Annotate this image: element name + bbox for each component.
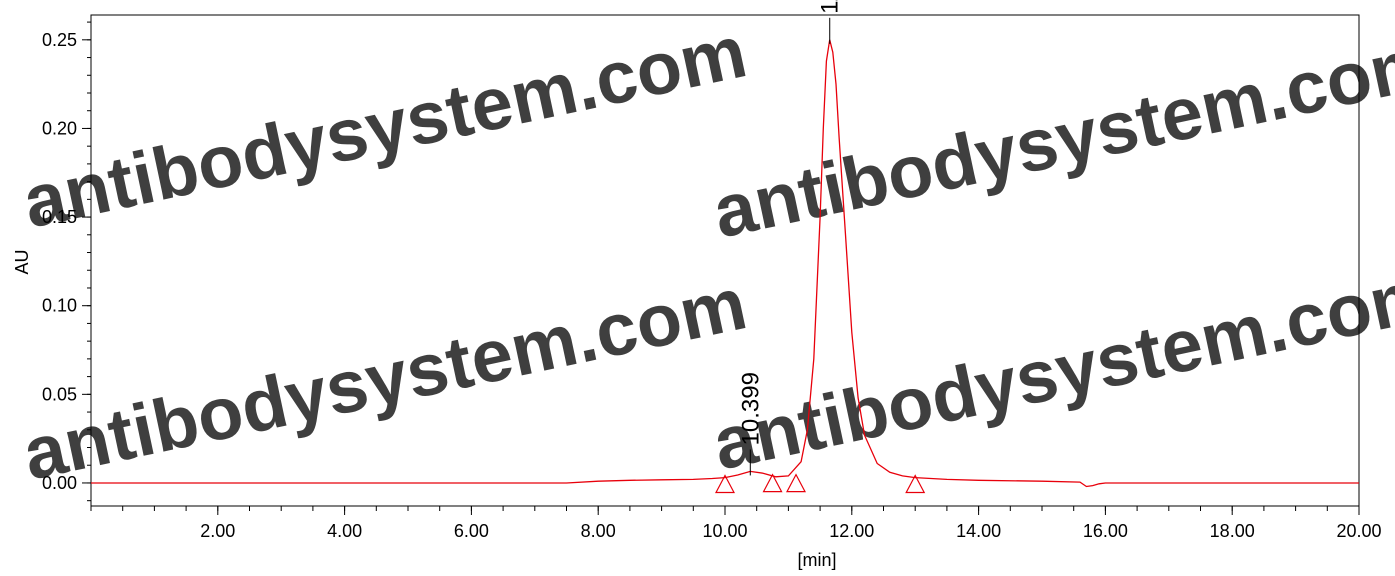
y-axis-title: AU [12, 249, 32, 274]
integration-marker [715, 474, 735, 494]
plot-area: 10.399 11.652 [91, 0, 1359, 494]
peak-label: 10.399 [737, 372, 764, 445]
integration-marker [762, 473, 783, 493]
x-tick-label: 20.00 [1336, 521, 1381, 541]
integration-marker [786, 473, 807, 493]
y-tick-label: 0.15 [42, 207, 77, 227]
watermark-text: antibodysystem.com [706, 19, 1395, 253]
axes: 2.00 4.00 6.00 8.00 10.00 12.00 14.00 16.00 18.0… [42, 14, 1382, 541]
axis-labels: [min] AU [12, 249, 837, 570]
x-tick-label: 18.00 [1210, 521, 1255, 541]
watermark-text: antibodysystem.com [706, 251, 1395, 485]
watermark-text: antibodysystem.com [16, 9, 753, 243]
y-tick-label: 0.05 [42, 384, 77, 404]
x-tick-label: 4.00 [327, 521, 362, 541]
integration-marker [905, 474, 926, 494]
y-tick-label: 0.25 [42, 30, 77, 50]
x-tick-label: 14.00 [956, 521, 1001, 541]
x-tick-label: 12.00 [829, 521, 874, 541]
watermark-layer: antibodysystem.comantibodysystem.comanti… [16, 9, 1395, 495]
x-axis-title: [min] [797, 550, 836, 570]
watermark-text: antibodysystem.com [16, 261, 753, 495]
x-tick-label: 6.00 [454, 521, 489, 541]
y-tick-label: 0.10 [42, 296, 77, 316]
chromatogram-trace [91, 39, 1359, 488]
y-tick-label: 0.00 [42, 473, 77, 493]
x-tick-label: 2.00 [200, 521, 235, 541]
x-tick-label: 8.00 [581, 521, 616, 541]
peak-label: 11.652 [817, 0, 844, 14]
x-tick-label: 10.00 [702, 521, 747, 541]
y-tick-label: 0.20 [42, 118, 77, 138]
x-tick-label: 16.00 [1083, 521, 1128, 541]
